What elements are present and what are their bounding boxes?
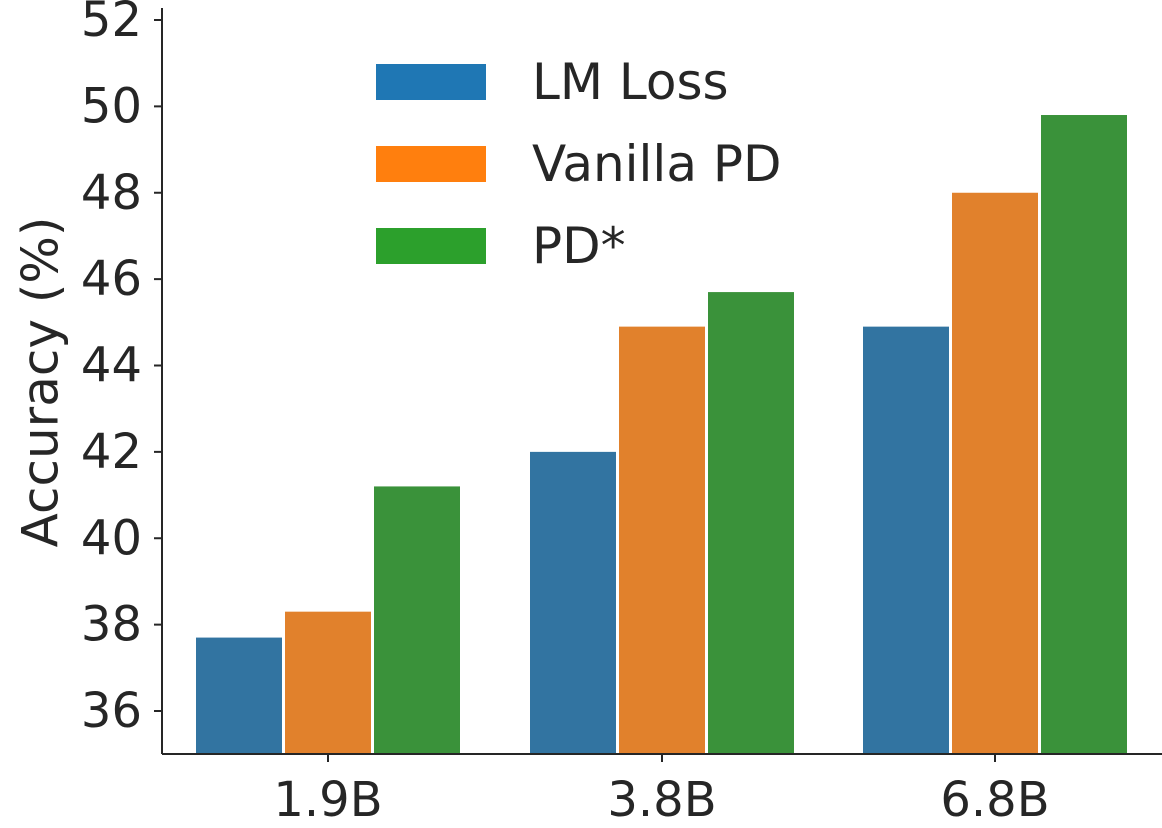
y-tick-label: 50 xyxy=(81,78,142,134)
bar-pd-3-8b xyxy=(708,292,794,754)
x-tick-label: 1.9B xyxy=(273,772,382,828)
bar-lm-loss-6-8b xyxy=(863,326,949,754)
y-tick-label: 36 xyxy=(81,683,142,739)
y-tick-label: 52 xyxy=(81,0,142,48)
bars-layer xyxy=(196,115,1127,754)
x-tick-label: 6.8B xyxy=(940,772,1049,828)
bar-lm-loss-3-8b xyxy=(530,451,616,754)
bar-vanilla-pd-1-9b xyxy=(285,611,371,754)
y-axis-label: Accuracy (%) xyxy=(12,217,70,548)
y-ticks: 36 38 40 42 44 46 48 50 52 xyxy=(81,0,162,739)
legend-label: LM Loss xyxy=(532,53,729,111)
legend-swatch xyxy=(376,146,486,182)
y-tick-label: 48 xyxy=(81,165,142,221)
bar-lm-loss-1-9b xyxy=(196,637,282,754)
bar-pd-6-8b xyxy=(1041,115,1127,754)
legend-label: PD* xyxy=(532,217,626,275)
bar-vanilla-pd-6-8b xyxy=(952,192,1038,754)
legend: LM Loss Vanilla PD PD* xyxy=(376,53,782,275)
bar-pd-1-9b xyxy=(374,486,460,754)
x-tick-label: 3.8B xyxy=(607,772,716,828)
y-tick-label: 40 xyxy=(81,510,142,566)
legend-label: Vanilla PD xyxy=(532,135,782,193)
y-tick-label: 46 xyxy=(81,251,142,307)
bar-vanilla-pd-3-8b xyxy=(619,326,705,754)
y-tick-label: 42 xyxy=(81,424,142,480)
legend-swatch xyxy=(376,228,486,264)
x-ticks: 1.9B 3.8B 6.8B xyxy=(273,754,1050,828)
y-tick-label: 38 xyxy=(81,597,142,653)
legend-swatch xyxy=(376,64,486,100)
y-tick-label: 44 xyxy=(81,338,142,394)
